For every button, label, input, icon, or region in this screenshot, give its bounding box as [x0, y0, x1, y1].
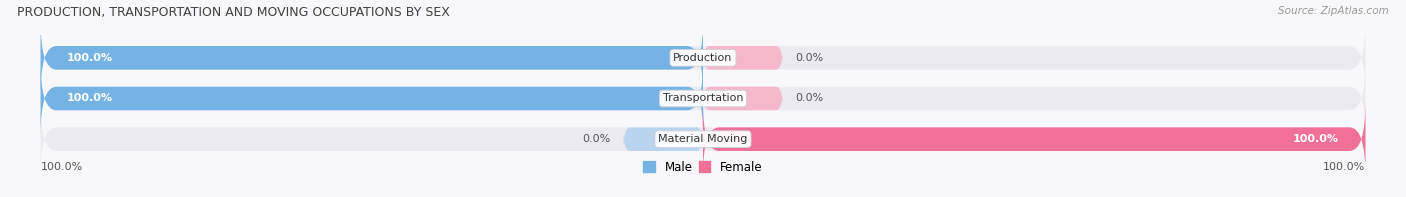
Text: 100.0%: 100.0% — [67, 53, 112, 63]
FancyBboxPatch shape — [41, 102, 1365, 176]
FancyBboxPatch shape — [41, 21, 1365, 95]
Text: 100.0%: 100.0% — [1294, 134, 1339, 144]
FancyBboxPatch shape — [703, 87, 783, 110]
Text: 100.0%: 100.0% — [41, 162, 83, 172]
Text: Source: ZipAtlas.com: Source: ZipAtlas.com — [1278, 6, 1389, 16]
Text: Material Moving: Material Moving — [658, 134, 748, 144]
Text: Transportation: Transportation — [662, 94, 744, 103]
Text: 0.0%: 0.0% — [796, 53, 824, 63]
Text: 100.0%: 100.0% — [1323, 162, 1365, 172]
Text: Production: Production — [673, 53, 733, 63]
Text: PRODUCTION, TRANSPORTATION AND MOVING OCCUPATIONS BY SEX: PRODUCTION, TRANSPORTATION AND MOVING OC… — [17, 6, 450, 19]
Text: 0.0%: 0.0% — [796, 94, 824, 103]
Text: 100.0%: 100.0% — [67, 94, 112, 103]
Text: 0.0%: 0.0% — [582, 134, 610, 144]
FancyBboxPatch shape — [41, 61, 703, 136]
Legend: Male, Female: Male, Female — [638, 156, 768, 178]
FancyBboxPatch shape — [623, 127, 703, 151]
FancyBboxPatch shape — [703, 102, 1365, 176]
FancyBboxPatch shape — [703, 46, 783, 70]
FancyBboxPatch shape — [41, 21, 703, 95]
FancyBboxPatch shape — [41, 61, 1365, 136]
